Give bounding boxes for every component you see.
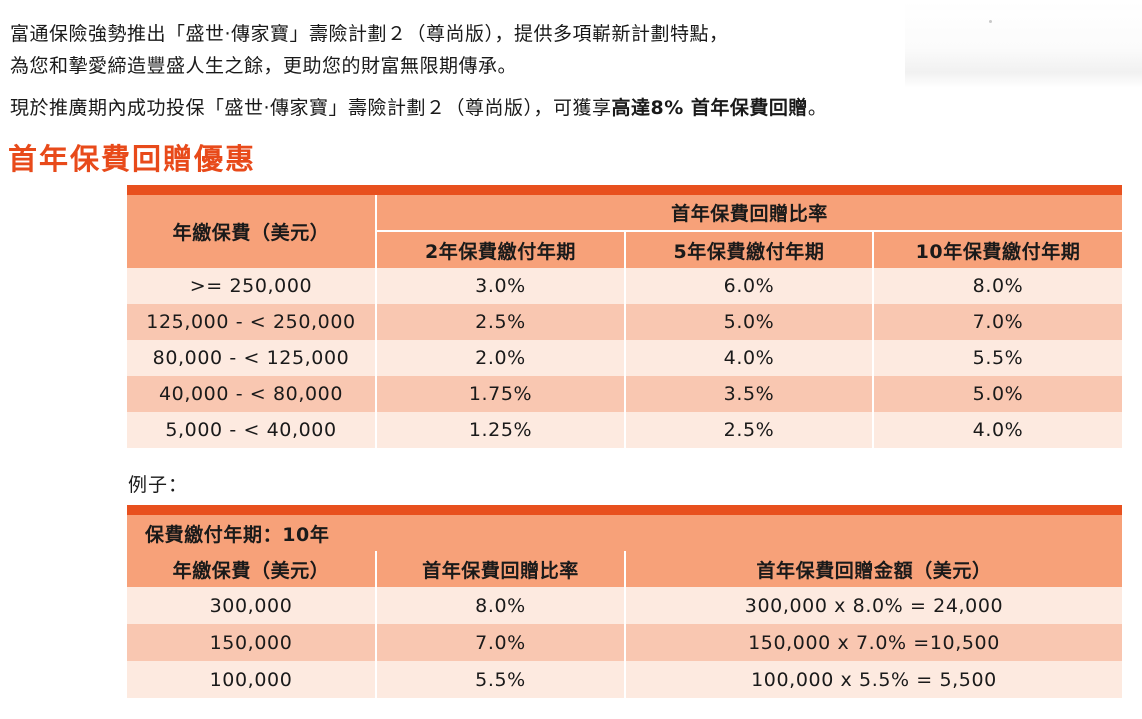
intro-line-3-prefix: 現於推廣期內成功投保「盛世‧傳家寶」壽險計劃２（尊尚版），可獲享 (10, 97, 612, 119)
rate-10y-cell: 5.5% (872, 340, 1122, 376)
intro-line-1: 富通保險強勢推出「盛世‧傳家寶」壽險計劃２（尊尚版），提供多項嶄新計劃特點， (10, 23, 729, 45)
table-row: 300,000 8.0% 300,000 x 8.0% = 24,000 (127, 587, 1122, 624)
premium-band-cell: 5,000 - < 40,000 (127, 412, 376, 448)
term-10-years-header: 10年保費繳付年期 (872, 230, 1122, 268)
example-table: 保費繳付年期：10年 年繳保費（美元） 首年保費回贈比率 首年保費回贈金額（美元… (127, 505, 1122, 698)
intro-line-2: 為您和摯愛締造豐盛人生之餘，更助您的財富無限期傳承。 (10, 55, 518, 77)
example-amount-header: 首年保費回贈金額（美元） (624, 551, 1122, 587)
table-row: 125,000 - < 250,000 2.5% 5.0% 7.0% (127, 304, 1122, 340)
rate-2y-cell: 2.5% (375, 304, 625, 340)
rebate-subheader-row: 2年保費繳付年期 5年保費繳付年期 10年保費繳付年期 (127, 230, 1122, 268)
example-amount-cell: 150,000 x 7.0% =10,500 (624, 624, 1122, 661)
rate-5y-cell: 2.5% (624, 412, 873, 448)
example-amount-cell: 100,000 x 5.5% = 5,500 (624, 661, 1122, 698)
payment-period-label: 保費繳付年期：10年 (127, 515, 1122, 551)
intro-line-3-suffix: 。 (807, 97, 828, 119)
payment-period-row: 保費繳付年期：10年 (127, 515, 1122, 551)
rate-5y-cell: 4.0% (624, 340, 873, 376)
intro-line-3: 現於推廣期內成功投保「盛世‧傳家寶」壽險計劃２（尊尚版），可獲享高達8% 首年保… (10, 95, 827, 121)
table-row: 150,000 7.0% 150,000 x 7.0% =10,500 (127, 624, 1122, 661)
rate-2y-cell: 2.0% (375, 340, 625, 376)
table-row: 100,000 5.5% 100,000 x 5.5% = 5,500 (127, 661, 1122, 698)
example-label: 例子： (128, 474, 189, 496)
scan-smudge (905, 0, 1142, 88)
table-row: 5,000 - < 40,000 1.25% 2.5% 4.0% (127, 412, 1122, 448)
premium-band-cell: >= 250,000 (127, 268, 376, 304)
table-top-bar-cell (127, 185, 1122, 195)
example-rate-header: 首年保費回贈比率 (375, 551, 625, 587)
term-2-years-header: 2年保費繳付年期 (375, 230, 625, 268)
rate-2y-cell: 3.0% (375, 268, 625, 304)
intro-highlight: 高達8% 首年保費回贈 (611, 97, 808, 119)
example-premium-cell: 300,000 (127, 587, 376, 624)
rate-10y-cell: 4.0% (872, 412, 1122, 448)
rate-10y-cell: 5.0% (872, 376, 1122, 412)
premium-band-cell: 80,000 - < 125,000 (127, 340, 376, 376)
example-header-row: 年繳保費（美元） 首年保費回贈比率 首年保費回贈金額（美元） (127, 551, 1122, 587)
rate-5y-cell: 6.0% (624, 268, 873, 304)
rebate-ratio-group-header: 首年保費回贈比率 (375, 195, 1122, 231)
table-row: 80,000 - < 125,000 2.0% 4.0% 5.5% (127, 340, 1122, 376)
rate-10y-cell: 8.0% (872, 268, 1122, 304)
example-premium-cell: 100,000 (127, 661, 376, 698)
rate-5y-cell: 3.5% (624, 376, 873, 412)
term-5-years-header: 5年保費繳付年期 (624, 230, 873, 268)
rate-2y-cell: 1.25% (375, 412, 625, 448)
example-rate-cell: 8.0% (375, 587, 625, 624)
rate-10y-cell: 7.0% (872, 304, 1122, 340)
table-top-bar (127, 505, 1122, 515)
rate-5y-cell: 5.0% (624, 304, 873, 340)
rebate-rate-table: 年繳保費（美元） 首年保費回贈比率 2年保費繳付年期 5年保費繳付年期 10年保… (127, 185, 1122, 448)
premium-band-cell: 40,000 - < 80,000 (127, 376, 376, 412)
example-amount-cell: 300,000 x 8.0% = 24,000 (624, 587, 1122, 624)
premium-column-header: 年繳保費（美元） (127, 195, 376, 268)
section-heading: 首年保費回贈優惠 (8, 142, 257, 176)
rate-2y-cell: 1.75% (375, 376, 625, 412)
smudge-dot (989, 20, 992, 23)
table-top-bar-cell (127, 505, 1122, 515)
table-row: >= 250,000 3.0% 6.0% 8.0% (127, 268, 1122, 304)
table-top-bar (127, 185, 1122, 195)
premium-band-cell: 125,000 - < 250,000 (127, 304, 376, 340)
table-row: 40,000 - < 80,000 1.75% 3.5% 5.0% (127, 376, 1122, 412)
example-rate-cell: 5.5% (375, 661, 625, 698)
example-premium-header: 年繳保費（美元） (127, 551, 376, 587)
example-rate-cell: 7.0% (375, 624, 625, 661)
example-premium-cell: 150,000 (127, 624, 376, 661)
rebate-header-row: 年繳保費（美元） 首年保費回贈比率 (127, 195, 1122, 268)
